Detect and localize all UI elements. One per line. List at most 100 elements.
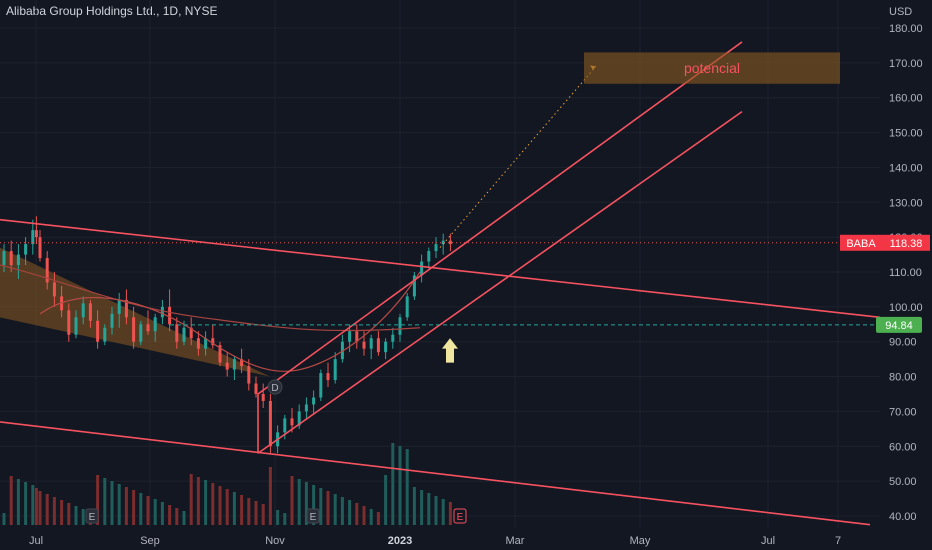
y-tick-label: 130.00	[889, 197, 923, 209]
candle-body	[405, 296, 409, 318]
volume-bar	[369, 509, 373, 525]
candle-body	[448, 240, 452, 245]
y-tick-label: 140.00	[889, 162, 923, 174]
candle-body	[67, 310, 71, 335]
grid	[0, 0, 880, 528]
volume-bar	[168, 505, 172, 525]
volume-bar	[218, 486, 222, 525]
volume-bar	[434, 496, 438, 525]
volume-bar	[204, 480, 208, 525]
candle-body	[52, 282, 56, 297]
candle-body	[362, 341, 366, 349]
volume-bar	[312, 485, 316, 525]
candle-body	[175, 324, 179, 342]
volume-bar	[52, 497, 56, 525]
channel-lower-line	[257, 111, 743, 454]
earnings-marker-label: E	[457, 512, 464, 523]
volume-bar	[2, 513, 6, 525]
candle-body	[398, 317, 402, 335]
candle-body	[81, 303, 85, 318]
target-zone	[584, 52, 840, 84]
y-tick-label: 100.00	[889, 302, 923, 314]
candle-body	[333, 359, 337, 381]
candle-body	[182, 327, 186, 342]
candle-body	[304, 404, 308, 412]
candle-body	[261, 394, 265, 401]
volume-bar	[117, 484, 121, 525]
volume-bar	[441, 499, 445, 525]
volume-bar	[60, 500, 64, 525]
y-tick-label: 160.00	[889, 93, 923, 105]
volume-bar	[16, 479, 20, 525]
projection-line	[439, 66, 597, 248]
target-zone-label: potencial	[684, 60, 740, 76]
volume-bar	[304, 482, 308, 525]
candle-body	[88, 303, 92, 321]
candle-body	[290, 418, 294, 426]
candle-body	[24, 244, 28, 255]
candle-body	[9, 251, 13, 266]
x-tick-label: Jul	[29, 535, 43, 547]
candle-body	[232, 359, 236, 370]
trendlines: potencial	[0, 41, 881, 526]
y-tick-label: 90.00	[889, 337, 917, 349]
volume-bar	[81, 509, 85, 525]
candle-body	[160, 306, 164, 318]
candle-body	[218, 345, 222, 363]
volume-bar	[355, 503, 359, 525]
earnings-marker-label: E	[89, 512, 96, 523]
candle-body	[340, 341, 344, 360]
up-arrow-icon	[442, 338, 458, 363]
candle-body	[376, 338, 380, 353]
volume-bar	[333, 494, 337, 525]
y-tick-label: 70.00	[889, 406, 917, 418]
symbol-tag	[840, 234, 882, 251]
volume-bar	[34, 488, 38, 525]
y-tick-label: 180.00	[889, 23, 923, 35]
volume-bar	[67, 503, 71, 525]
y-tick-label: 110.00	[889, 267, 922, 279]
volume-bar	[376, 512, 380, 525]
candle-body	[132, 317, 136, 342]
volume-bar	[412, 487, 416, 525]
candle-body	[297, 411, 301, 426]
candle-body	[312, 397, 316, 405]
volume-bar	[448, 502, 452, 525]
x-tick-label: Jul	[761, 535, 775, 547]
candle-body	[348, 331, 352, 342]
wedge-pattern	[0, 247, 270, 377]
candle-body	[146, 324, 150, 332]
earnings-marker	[453, 508, 467, 524]
candle-body	[45, 258, 49, 283]
y-tick-label: 150.00	[889, 128, 923, 140]
x-tick-label: Mar	[506, 535, 525, 547]
candle-body	[38, 237, 42, 259]
dividend-marker-label: D	[271, 383, 278, 394]
candle-body	[34, 230, 38, 238]
volume-bar	[391, 443, 395, 525]
volume-bar	[398, 446, 402, 525]
volume-bar	[175, 508, 179, 525]
volume-bar	[276, 510, 280, 525]
candle-body	[124, 299, 128, 318]
volume-bar	[211, 483, 215, 525]
wedge-fill	[0, 247, 270, 377]
x-tick-label: May	[630, 535, 651, 547]
candle-body	[434, 244, 438, 252]
x-tick-label: 2023	[388, 535, 412, 547]
chart-title: Alibaba Group Holdings Ltd., 1D, NYSE	[6, 4, 218, 18]
candle-body	[369, 338, 373, 349]
volume-bar	[297, 479, 301, 525]
axes: 180.00170.00160.00150.00140.00130.00120.…	[29, 6, 930, 547]
candle-body	[74, 317, 78, 335]
candle-body	[391, 334, 395, 342]
earnings-marker-label: E	[310, 512, 317, 523]
earnings-marker	[85, 508, 99, 524]
volume-bar	[261, 504, 265, 525]
candle-body	[283, 418, 287, 433]
volume-bar	[103, 478, 107, 525]
volume-bar	[182, 511, 186, 525]
candle-body	[2, 251, 6, 266]
level-tag-label: 94.84	[885, 320, 913, 332]
